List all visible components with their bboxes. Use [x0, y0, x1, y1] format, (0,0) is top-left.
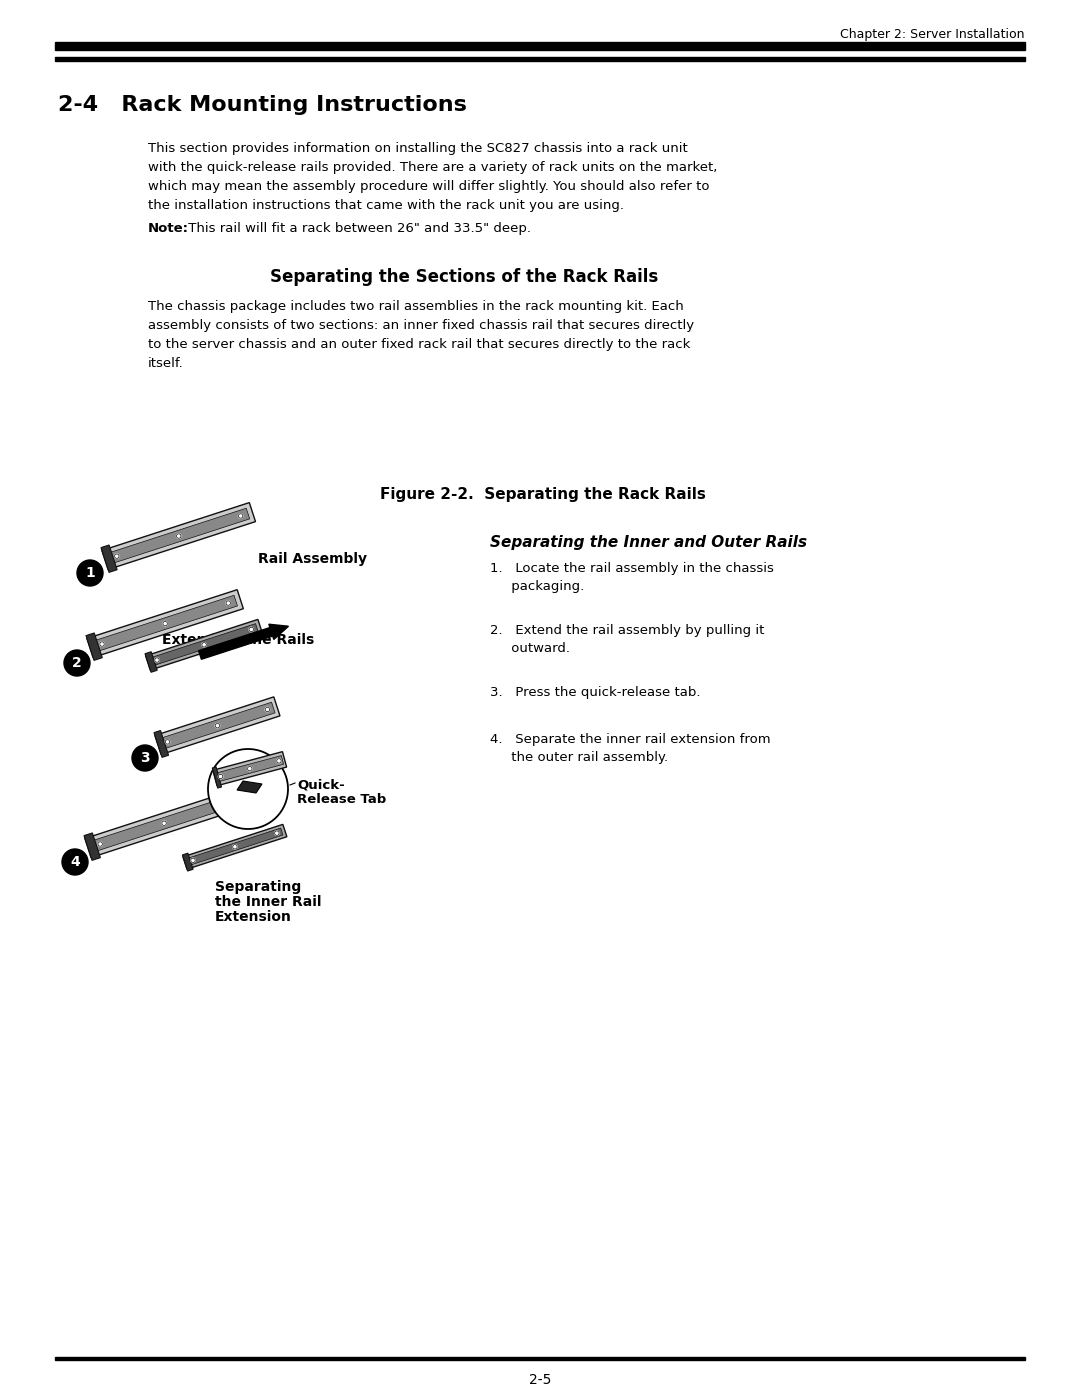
Text: This section provides information on installing the SC827 chassis into a rack un: This section provides information on ins…	[148, 142, 688, 155]
Bar	[55, 1356, 1025, 1361]
Text: 2-4   Rack Mounting Instructions: 2-4 Rack Mounting Instructions	[58, 95, 467, 115]
Text: 3.   Press the quick-release tab.: 3. Press the quick-release tab.	[490, 686, 701, 698]
Circle shape	[99, 641, 105, 647]
Circle shape	[208, 749, 288, 828]
Text: 1.   Locate the rail assembly in the chassis: 1. Locate the rail assembly in the chass…	[490, 562, 774, 576]
Polygon shape	[145, 652, 158, 672]
Circle shape	[77, 560, 103, 585]
Text: 4.   Separate the inner rail extension from: 4. Separate the inner rail extension fro…	[490, 733, 771, 746]
Text: Extending the Rails: Extending the Rails	[162, 633, 314, 647]
Text: with the quick-release rails provided. There are a variety of rack units on the : with the quick-release rails provided. T…	[148, 161, 717, 175]
Bar	[55, 57, 1025, 61]
Circle shape	[62, 849, 87, 875]
Polygon shape	[213, 752, 286, 785]
Polygon shape	[150, 623, 258, 666]
Circle shape	[218, 774, 222, 778]
Circle shape	[226, 601, 230, 605]
Text: Extension: Extension	[215, 909, 292, 923]
Circle shape	[163, 622, 167, 626]
FancyArrow shape	[199, 624, 288, 659]
Text: itself.: itself.	[148, 358, 184, 370]
Text: Chapter 2: Server Installation: Chapter 2: Server Installation	[840, 28, 1025, 41]
Text: 3: 3	[140, 752, 150, 766]
Circle shape	[114, 555, 119, 559]
Text: Rail Assembly: Rail Assembly	[258, 552, 367, 566]
Polygon shape	[85, 789, 243, 858]
Text: assembly consists of two sections: an inner fixed chassis rail that secures dire: assembly consists of two sections: an in…	[148, 319, 694, 332]
Polygon shape	[237, 781, 262, 793]
Circle shape	[98, 842, 103, 847]
Polygon shape	[86, 590, 243, 658]
Circle shape	[162, 821, 166, 826]
Text: Separating the Sections of the Rack Rails: Separating the Sections of the Rack Rail…	[270, 268, 658, 286]
Text: which may mean the assembly procedure will differ slightly. You should also refe: which may mean the assembly procedure wi…	[148, 180, 710, 193]
Text: 2: 2	[72, 657, 82, 671]
Text: the installation instructions that came with the rack unit you are using.: the installation instructions that came …	[148, 198, 624, 212]
Text: Separating the Inner and Outer Rails: Separating the Inner and Outer Rails	[490, 535, 807, 550]
Circle shape	[64, 650, 90, 676]
Circle shape	[274, 831, 279, 835]
Polygon shape	[183, 824, 287, 869]
Polygon shape	[102, 503, 256, 570]
Polygon shape	[154, 697, 280, 754]
Circle shape	[132, 745, 158, 771]
Circle shape	[176, 534, 181, 538]
Polygon shape	[102, 545, 117, 573]
Polygon shape	[160, 703, 275, 749]
Text: Separating: Separating	[215, 880, 301, 894]
Text: Release Tab: Release Tab	[297, 793, 387, 806]
Bar	[55, 42, 1025, 50]
Text: outward.: outward.	[490, 643, 570, 655]
Text: Note:: Note:	[148, 222, 189, 235]
Circle shape	[276, 759, 281, 763]
Circle shape	[247, 767, 252, 771]
Polygon shape	[91, 795, 238, 852]
Polygon shape	[108, 509, 249, 564]
Polygon shape	[146, 619, 262, 671]
Text: The chassis package includes two rail assemblies in the rack mounting kit. Each: The chassis package includes two rail as…	[148, 300, 684, 313]
Circle shape	[202, 643, 206, 647]
Circle shape	[215, 724, 219, 728]
Polygon shape	[187, 828, 283, 866]
Circle shape	[226, 800, 230, 805]
Polygon shape	[213, 767, 221, 788]
Text: Quick-: Quick-	[297, 778, 345, 791]
Text: packaging.: packaging.	[490, 580, 584, 592]
Text: to the server chassis and an outer fixed rack rail that secures directly to the : to the server chassis and an outer fixed…	[148, 338, 690, 351]
Circle shape	[249, 627, 254, 631]
Polygon shape	[183, 854, 193, 872]
Polygon shape	[216, 756, 284, 782]
Polygon shape	[154, 731, 168, 757]
Text: Figure 2-2.  Separating the Rack Rails: Figure 2-2. Separating the Rack Rails	[380, 488, 706, 502]
Text: 2.   Extend the rail assembly by pulling it: 2. Extend the rail assembly by pulling i…	[490, 624, 765, 637]
Polygon shape	[86, 633, 103, 661]
Circle shape	[165, 739, 170, 745]
Text: This rail will fit a rack between 26" and 33.5" deep.: This rail will fit a rack between 26" an…	[184, 222, 531, 235]
Text: 4: 4	[70, 855, 80, 869]
Text: the Inner Rail: the Inner Rail	[215, 895, 322, 909]
Polygon shape	[84, 833, 100, 861]
Circle shape	[239, 514, 243, 518]
Text: 2-5: 2-5	[529, 1373, 551, 1387]
Polygon shape	[93, 595, 238, 652]
Circle shape	[154, 658, 159, 662]
Text: the outer rail assembly.: the outer rail assembly.	[490, 752, 669, 764]
Circle shape	[232, 845, 238, 849]
Text: 1: 1	[85, 566, 95, 580]
Circle shape	[266, 707, 270, 711]
Circle shape	[191, 858, 195, 862]
